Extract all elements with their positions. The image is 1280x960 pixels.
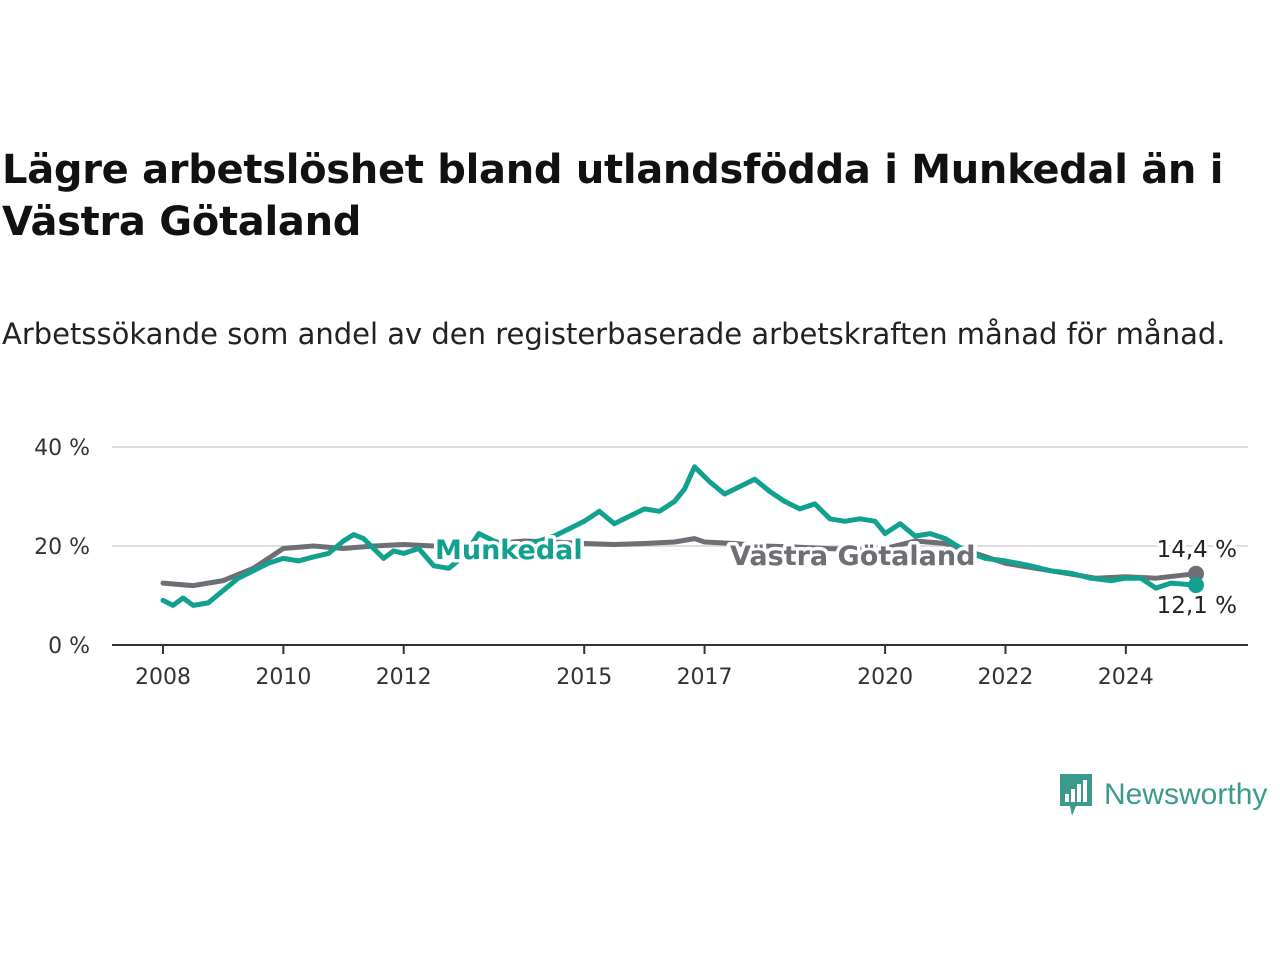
chart-title: Lägre arbetslöshet bland utlandsfödda i …: [2, 147, 1224, 245]
end-value-label-vastra-gotaland: 14,4 %: [1157, 537, 1237, 563]
series-label-munkedal: Munkedal: [435, 535, 583, 566]
x-tick-label: 2017: [677, 665, 733, 690]
x-tick-label: 2024: [1098, 665, 1154, 690]
end-value-label-munkedal: 12,1 %: [1157, 593, 1237, 619]
series-end-dot: [1188, 577, 1204, 594]
newsworthy-logo: Newsworthy: [1058, 772, 1267, 818]
x-tick-label: 2010: [255, 665, 311, 690]
series-line-munkedal: [160, 464, 1199, 608]
series-end-dot: [1188, 565, 1204, 582]
newsworthy-chart-icon: [1060, 774, 1092, 816]
x-tick-label: 2015: [556, 665, 612, 690]
x-tick-label: 2022: [977, 665, 1033, 690]
y-tick-label: 40 %: [34, 436, 90, 461]
line-chart: 0 % 20 % 40 % 2008 2010 2012 2015 2017 2020 2022 2…: [34, 436, 1248, 690]
brand-name: Newsworthy: [1104, 778, 1268, 811]
y-tick-label: 20 %: [34, 535, 90, 560]
chart-subtitle: Arbetssökande som andel av den registerb…: [2, 317, 1226, 351]
x-tick-label: 2012: [376, 665, 432, 690]
series-label-vastra-gotaland: Västra Götaland: [730, 541, 975, 572]
x-tick-label: 2008: [135, 665, 191, 690]
x-tick-label: 2020: [857, 665, 913, 690]
y-tick-label: 0 %: [48, 634, 90, 659]
